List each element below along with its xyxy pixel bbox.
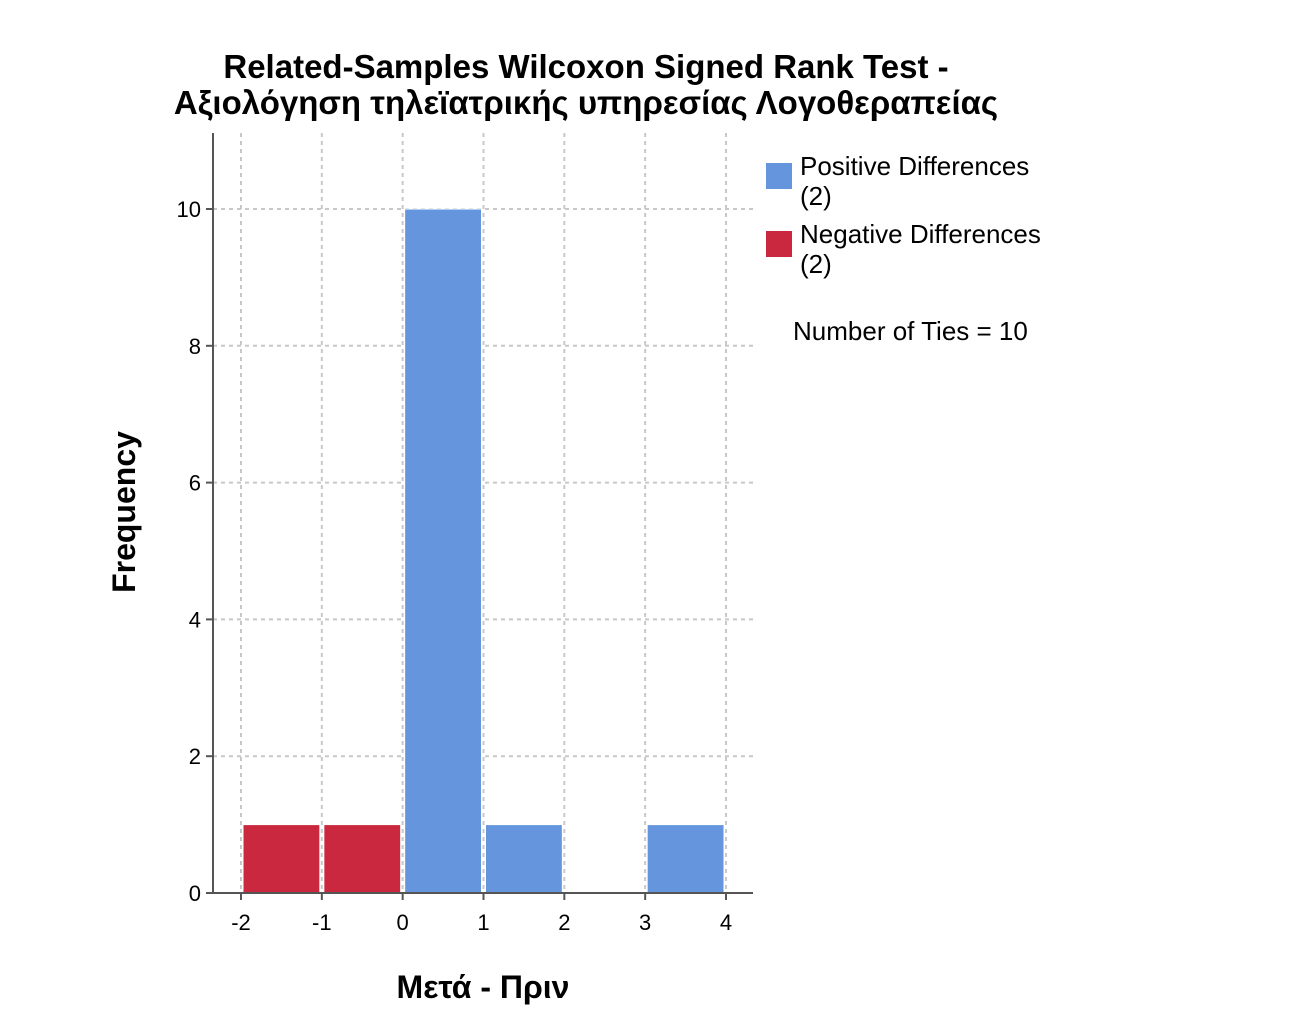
y-tick-labels: 0 2 4 6 8 10 — [177, 197, 213, 906]
legend-label-positive: Positive Differences — [800, 151, 1029, 181]
y-axis-title: Frequency — [106, 431, 142, 593]
chart-title-line1: Related-Samples Wilcoxon Signed Rank Tes… — [223, 48, 948, 85]
histogram-bar-negative — [242, 824, 321, 894]
chart-title-line2: Αξιολόγηση τηλεϊατρικής υπηρεσίας Λογοθε… — [174, 84, 998, 121]
legend-count-negative: (2) — [800, 249, 832, 279]
legend-swatch-negative — [766, 231, 792, 257]
legend: Positive Differences (2) Negative Differ… — [766, 151, 1041, 279]
y-tick-label: 4 — [189, 607, 201, 632]
grid-lines — [213, 133, 753, 893]
x-tick-label: 2 — [558, 910, 570, 935]
y-tick-label: 0 — [189, 881, 201, 906]
y-tick-label: 6 — [189, 471, 201, 496]
bars — [242, 208, 725, 894]
legend-swatch-positive — [766, 163, 792, 189]
x-tick-label: -1 — [312, 910, 332, 935]
histogram-bar-negative — [323, 824, 402, 894]
histogram-bar-positive — [404, 208, 482, 894]
x-tick-label: -2 — [231, 910, 251, 935]
legend-label-negative: Negative Differences — [800, 219, 1041, 249]
y-tick-label: 10 — [177, 197, 201, 222]
y-tick-label: 8 — [189, 334, 201, 359]
x-tick-label: 4 — [720, 910, 732, 935]
histogram-bar-positive — [646, 824, 725, 894]
histogram-bar-positive — [485, 824, 563, 894]
legend-count-positive: (2) — [800, 181, 832, 211]
x-tick-label: 3 — [639, 910, 651, 935]
x-tick-labels: -2 -1 0 1 2 3 4 — [231, 893, 732, 935]
x-axis-title: Μετά - Πριν — [397, 969, 570, 1005]
x-tick-label: 1 — [477, 910, 489, 935]
x-tick-label: 0 — [397, 910, 409, 935]
y-tick-label: 2 — [189, 744, 201, 769]
ties-annotation: Number of Ties = 10 — [793, 316, 1028, 346]
